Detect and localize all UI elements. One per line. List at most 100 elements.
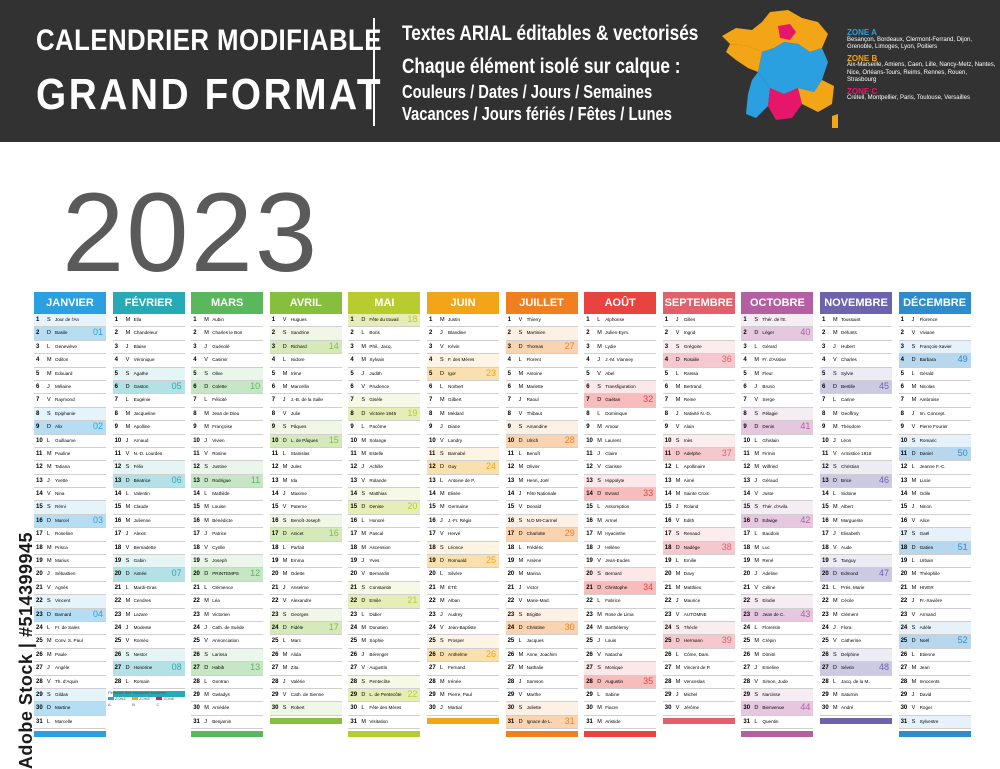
- saint-name: Robert: [290, 705, 305, 711]
- day-row: 17 M Hyacinthe: [584, 528, 657, 542]
- day-number: 25: [586, 638, 593, 645]
- day-letter: M: [597, 437, 602, 444]
- day-letter: J: [675, 317, 679, 323]
- day-letter: M: [361, 437, 366, 444]
- day-letter: S: [518, 705, 523, 712]
- day-number: 31: [586, 718, 593, 725]
- day-number: 13: [822, 477, 829, 484]
- day-letter: M: [754, 558, 759, 565]
- day-number: 10: [350, 437, 358, 444]
- day-letter: M: [675, 383, 681, 390]
- saint-name: Cath. de Sienne: [290, 691, 324, 697]
- day-number: 30: [743, 705, 751, 712]
- day-letter: M: [125, 598, 131, 605]
- day-letter: M: [833, 517, 838, 524]
- day-number: 14: [743, 491, 751, 498]
- day-row: 23 M Lazare: [112, 609, 185, 622]
- day-row: 6 S Transfiguration: [584, 380, 657, 395]
- saint-name: Félix: [133, 464, 144, 470]
- day-number: 22: [193, 598, 200, 605]
- saint-name: Nadège: [683, 544, 700, 550]
- day-row: 21 M ÉTÉ: [427, 582, 499, 596]
- day-number: 13: [664, 477, 672, 484]
- day-number: 19: [743, 558, 751, 565]
- day-letter: J: [125, 437, 129, 444]
- saint-name: Saturnin: [841, 691, 859, 697]
- title-line-1: CALENDRIER MODIFIABLE: [36, 24, 382, 57]
- week-number: 02: [92, 421, 103, 432]
- day-row: 19 L Emilie: [662, 555, 735, 569]
- day-number: 17: [36, 531, 43, 538]
- month-header: JUILLET: [505, 292, 578, 314]
- day-number: 27: [271, 665, 279, 672]
- day-number: 9: [36, 424, 40, 431]
- day-row: 31 D Ignace de L. 31: [505, 715, 578, 730]
- day-letter: D: [282, 531, 287, 538]
- saint-name: Henri, Joël: [526, 477, 549, 483]
- saint-name: Benoît-Joseph: [290, 517, 321, 523]
- day-letter: V: [204, 357, 208, 364]
- day-row: 30 V Roger: [898, 702, 971, 716]
- day-row: 8 S Epiphanie: [34, 407, 106, 422]
- day-number: 31: [36, 718, 43, 725]
- day-row: 14 V Juste: [741, 488, 814, 502]
- day-letter: L: [597, 504, 601, 511]
- day-number: 3: [271, 343, 276, 350]
- day-row: 11 V Rosine: [191, 448, 264, 462]
- vacation-legend: Périodes des vacances scolaires ZONE A Z…: [108, 690, 178, 708]
- day-row: 10 D Ulrich 28: [505, 434, 578, 448]
- day-letter: D: [754, 424, 759, 431]
- saint-name: Julienne: [133, 517, 151, 523]
- day-letter: V: [518, 691, 523, 698]
- day-row: 12 S Christian: [820, 461, 892, 475]
- month-header: JUIN: [427, 292, 499, 314]
- day-number: 23: [271, 611, 279, 618]
- saint-name: Gontran: [212, 678, 229, 684]
- day-number: 14: [900, 491, 908, 498]
- map-zone-b-west: [726, 44, 762, 72]
- month-column: JANVIER 1 S Jour de l'An 2 D Basile 01 3 L Geneviè…: [34, 292, 106, 738]
- day-number: 5: [900, 370, 904, 377]
- saint-name: Bernadette: [133, 544, 157, 550]
- day-number: 19: [822, 558, 829, 565]
- saint-name: Maurice: [683, 598, 701, 604]
- day-letter: V: [833, 544, 837, 551]
- saint-name: Zita: [290, 665, 299, 671]
- saint-name: Wilfried: [762, 464, 778, 470]
- saint-name: Prisca: [55, 544, 68, 550]
- day-number: 23: [193, 611, 200, 618]
- saint-name: F. des Mères: [448, 357, 475, 363]
- day-letter: S: [911, 718, 916, 725]
- day-letter: J: [675, 598, 679, 605]
- day-number: 5: [822, 370, 826, 377]
- day-number: 27: [36, 665, 43, 672]
- day-number: 12: [664, 464, 672, 471]
- day-letter: M: [833, 330, 838, 337]
- day-letter: V: [911, 517, 916, 524]
- day-letter: D: [518, 531, 523, 538]
- day-letter: D: [911, 357, 916, 364]
- day-row: 5 L Gérald: [898, 368, 971, 381]
- day-number: 22: [822, 598, 829, 605]
- day-letter: S: [754, 598, 759, 605]
- day-letter: M: [833, 317, 838, 323]
- day-letter: J: [911, 317, 915, 323]
- week-number: 15: [328, 434, 339, 445]
- day-row: 14 J Maxime: [269, 488, 342, 502]
- day-row: 3 L Geneviève: [34, 341, 106, 355]
- day-number: 27: [900, 665, 908, 672]
- saint-name: Guénolé: [212, 343, 230, 349]
- day-number: 27: [429, 665, 436, 672]
- day-row: 1 J Florence: [898, 314, 971, 328]
- day-row: 3 L Gérard: [741, 341, 814, 355]
- saint-name: Modeste: [133, 624, 152, 630]
- day-number: 24: [429, 624, 436, 631]
- day-letter: M: [833, 410, 838, 417]
- saint-name: Anne, Joachim: [526, 651, 557, 657]
- saint-name: Théodore: [841, 424, 861, 430]
- saint-name: N.-D. Lourdes: [133, 450, 163, 456]
- day-letter: J: [833, 437, 836, 444]
- zone-b-swatch: [132, 697, 139, 701]
- day-number: 27: [507, 665, 515, 672]
- day-letter: J: [282, 678, 286, 685]
